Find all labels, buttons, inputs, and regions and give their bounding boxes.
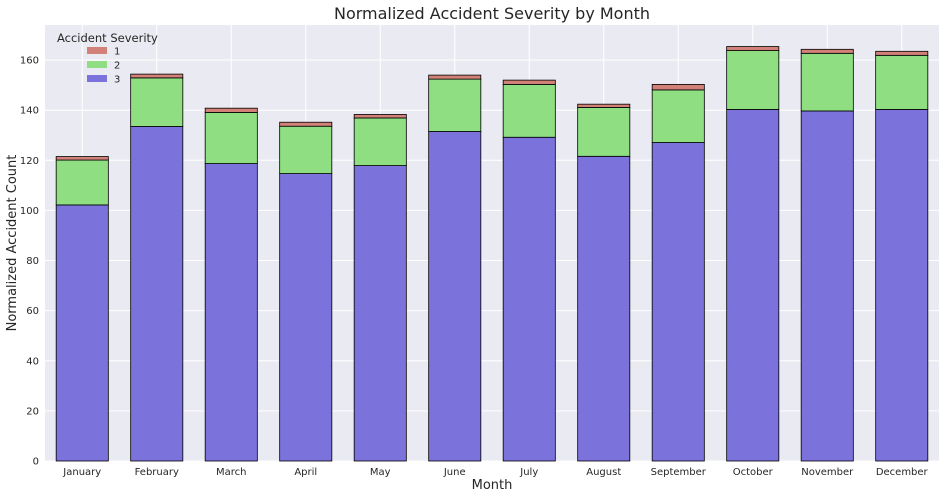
bar-severity-3 xyxy=(204,163,258,462)
bar-severity-2 xyxy=(577,107,631,157)
plot-background xyxy=(45,25,939,461)
y-tick-label: 60 xyxy=(26,306,39,317)
bar-severity-2 xyxy=(726,50,780,110)
bar-severity-2 xyxy=(651,89,705,143)
legend-swatch xyxy=(87,75,107,82)
x-tick-label: April xyxy=(294,467,317,478)
bar-severity-1 xyxy=(428,74,482,80)
x-tick-label: March xyxy=(216,467,246,478)
legend-label: 2 xyxy=(114,61,120,72)
bar-severity-3 xyxy=(577,155,631,462)
x-tick-label: October xyxy=(733,467,774,478)
bar-severity-1 xyxy=(577,103,631,108)
x-tick-label: February xyxy=(135,467,179,478)
x-axis-label: Month xyxy=(472,478,513,493)
bar-severity-1 xyxy=(875,50,929,56)
x-tick-label: January xyxy=(62,467,101,478)
x-tick-label: December xyxy=(876,467,929,478)
y-tick-label: 160 xyxy=(20,56,39,67)
bar-severity-2 xyxy=(204,112,258,164)
y-tick-label: 0 xyxy=(33,457,39,468)
bar-severity-1 xyxy=(279,121,333,127)
x-tick-label: June xyxy=(443,467,466,478)
legend-label: 3 xyxy=(114,75,120,86)
bar-severity-1 xyxy=(55,156,109,161)
bar-severity-3 xyxy=(353,165,407,462)
bar-severity-1 xyxy=(651,83,705,91)
legend-label: 1 xyxy=(114,47,120,58)
bar-severity-2 xyxy=(428,78,482,132)
legend-swatch xyxy=(87,61,107,68)
bar-severity-3 xyxy=(130,126,184,462)
legend: Accident Severity 1 2 3 xyxy=(57,31,158,86)
bar-severity-3 xyxy=(428,131,482,462)
bar-severity-2 xyxy=(502,83,556,138)
bar-severity-1 xyxy=(130,73,184,79)
bar-severity-2 xyxy=(55,159,109,206)
bars xyxy=(55,46,929,462)
bar-severity-2 xyxy=(353,117,407,166)
bar-severity-1 xyxy=(204,107,258,113)
x-tick-label: September xyxy=(651,467,707,478)
bar-severity-2 xyxy=(130,77,184,127)
bar-severity-3 xyxy=(875,109,929,462)
y-tick-label: 100 xyxy=(20,206,39,217)
bar-severity-2 xyxy=(279,125,333,174)
bar-severity-1 xyxy=(800,48,854,54)
x-tick-label: July xyxy=(519,467,538,478)
chart-title: Normalized Accident Severity by Month xyxy=(334,4,650,23)
y-tick-label: 40 xyxy=(26,356,39,367)
bar-severity-3 xyxy=(651,142,705,462)
bar-severity-2 xyxy=(800,52,854,112)
y-tick-label: 20 xyxy=(26,406,39,417)
x-tick-label: August xyxy=(586,467,621,478)
x-tick-label: November xyxy=(801,467,854,478)
bar-severity-3 xyxy=(800,110,854,462)
y-tick-label: 140 xyxy=(20,106,39,117)
y-tick-label: 120 xyxy=(20,156,39,167)
bar-severity-3 xyxy=(279,173,333,462)
bar-severity-3 xyxy=(55,204,109,462)
y-tick-labels: 0 20 40 60 80 100 120 140 160 xyxy=(20,56,39,468)
bar-severity-3 xyxy=(726,109,780,462)
bar-severity-1 xyxy=(502,79,556,85)
bar-severity-1 xyxy=(353,114,407,119)
x-tick-label: May xyxy=(370,467,391,478)
legend-swatch xyxy=(87,47,107,54)
x-tick-labels: January February March April May June July Augu… xyxy=(62,467,928,478)
bar-severity-1 xyxy=(726,46,780,51)
y-tick-label: 80 xyxy=(26,256,39,267)
bar-severity-3 xyxy=(502,136,556,462)
y-axis-label: Normalized Accident Count xyxy=(5,155,20,332)
legend-title: Accident Severity xyxy=(57,31,158,45)
bar-severity-2 xyxy=(875,54,929,110)
